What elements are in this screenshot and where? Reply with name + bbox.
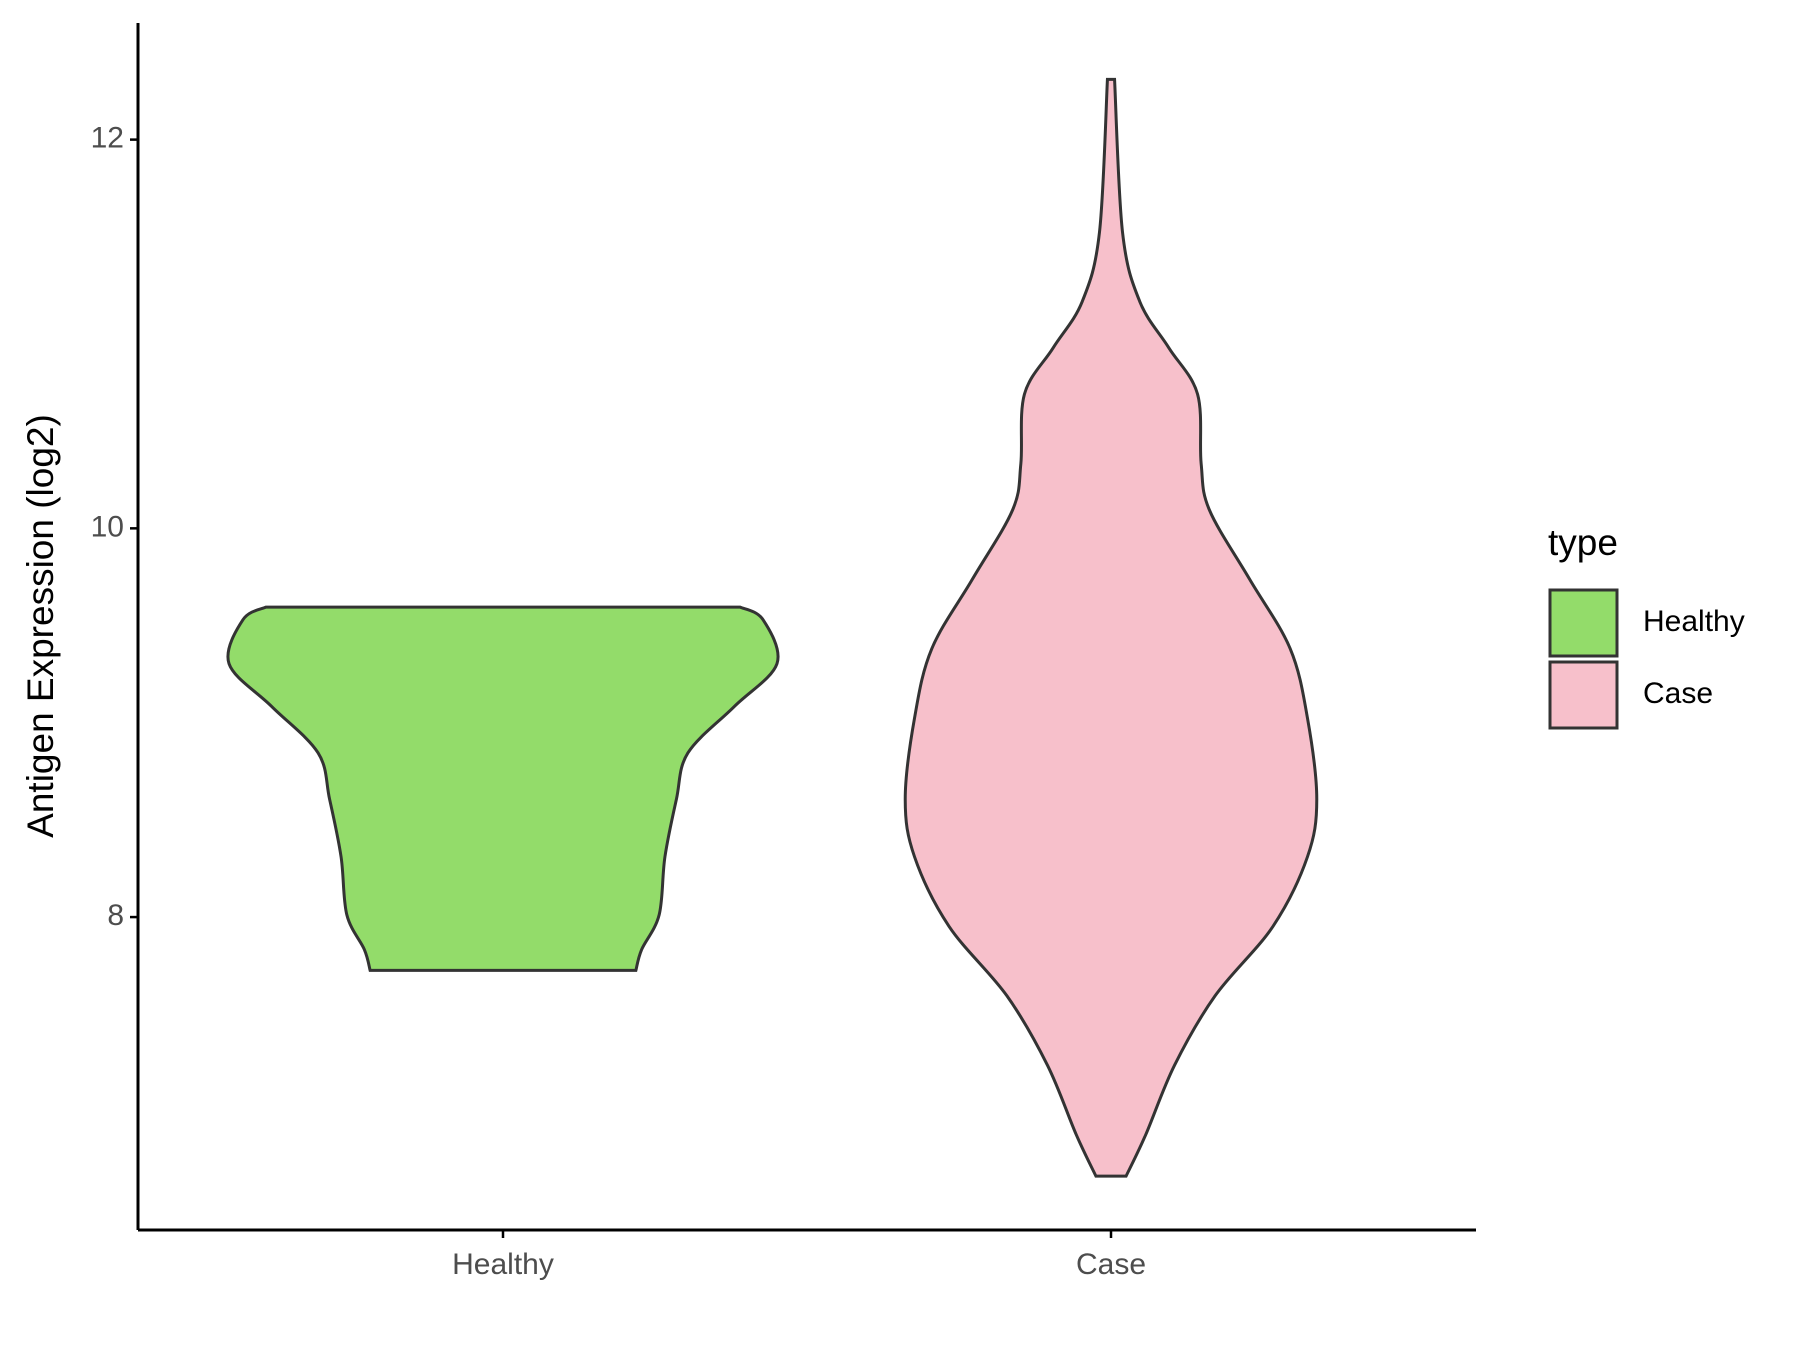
- violin: [226, 605, 780, 972]
- legend-label: Healthy: [1643, 605, 1745, 638]
- violin: [903, 77, 1319, 1178]
- legend-title: type: [1548, 522, 1618, 563]
- legend-key: [1548, 660, 1619, 730]
- y-tick-label: 8: [107, 899, 124, 932]
- legend-label: Case: [1643, 677, 1713, 710]
- y-tick-label: 10: [91, 510, 124, 543]
- legend-key: [1548, 588, 1619, 658]
- x-tick-label: Healthy: [452, 1248, 554, 1281]
- y-axis-title: Antigen Expression (log2): [20, 414, 61, 838]
- y-tick-label: 12: [91, 122, 124, 155]
- x-tick-label: Case: [1076, 1248, 1146, 1281]
